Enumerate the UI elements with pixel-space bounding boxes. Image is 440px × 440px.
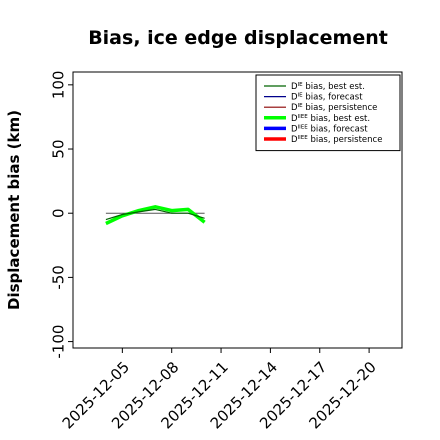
legend-entry-5: DIIEE bias, persistence xyxy=(291,135,382,145)
legend-entry-0: DIE bias, best est. xyxy=(291,82,365,92)
legend-box xyxy=(255,74,401,152)
y-tick-label: -100 xyxy=(50,325,68,359)
y-tick-label: 100 xyxy=(50,71,68,100)
legend-entry-1: DIE bias, forecast xyxy=(291,93,363,103)
legend-entry-2: DIE bias, persistence xyxy=(291,103,377,113)
legend: DIE bias, best est.DIE bias, forecastDIE… xyxy=(255,74,401,152)
y-tick-label: 0 xyxy=(50,208,68,218)
x-axis: 2025-12-052025-12-082025-12-112025-12-14… xyxy=(59,348,380,432)
legend-entry-3: DIIEE bias, best est. xyxy=(291,114,370,124)
y-tick-label: -50 xyxy=(50,265,68,290)
series-line-3 xyxy=(105,205,206,226)
legend-entry-4: DIIEE bias, forecast xyxy=(291,124,368,134)
y-axis: -100 -50 0 50 100 xyxy=(50,71,73,359)
chart-title: Bias, ice edge displacement xyxy=(88,27,388,49)
series-lines xyxy=(105,205,206,226)
series-line-0 xyxy=(105,208,205,221)
y-axis-label: Displacement bias (km) xyxy=(5,110,23,310)
y-tick-label: 50 xyxy=(50,139,68,158)
plot-area xyxy=(72,71,403,349)
